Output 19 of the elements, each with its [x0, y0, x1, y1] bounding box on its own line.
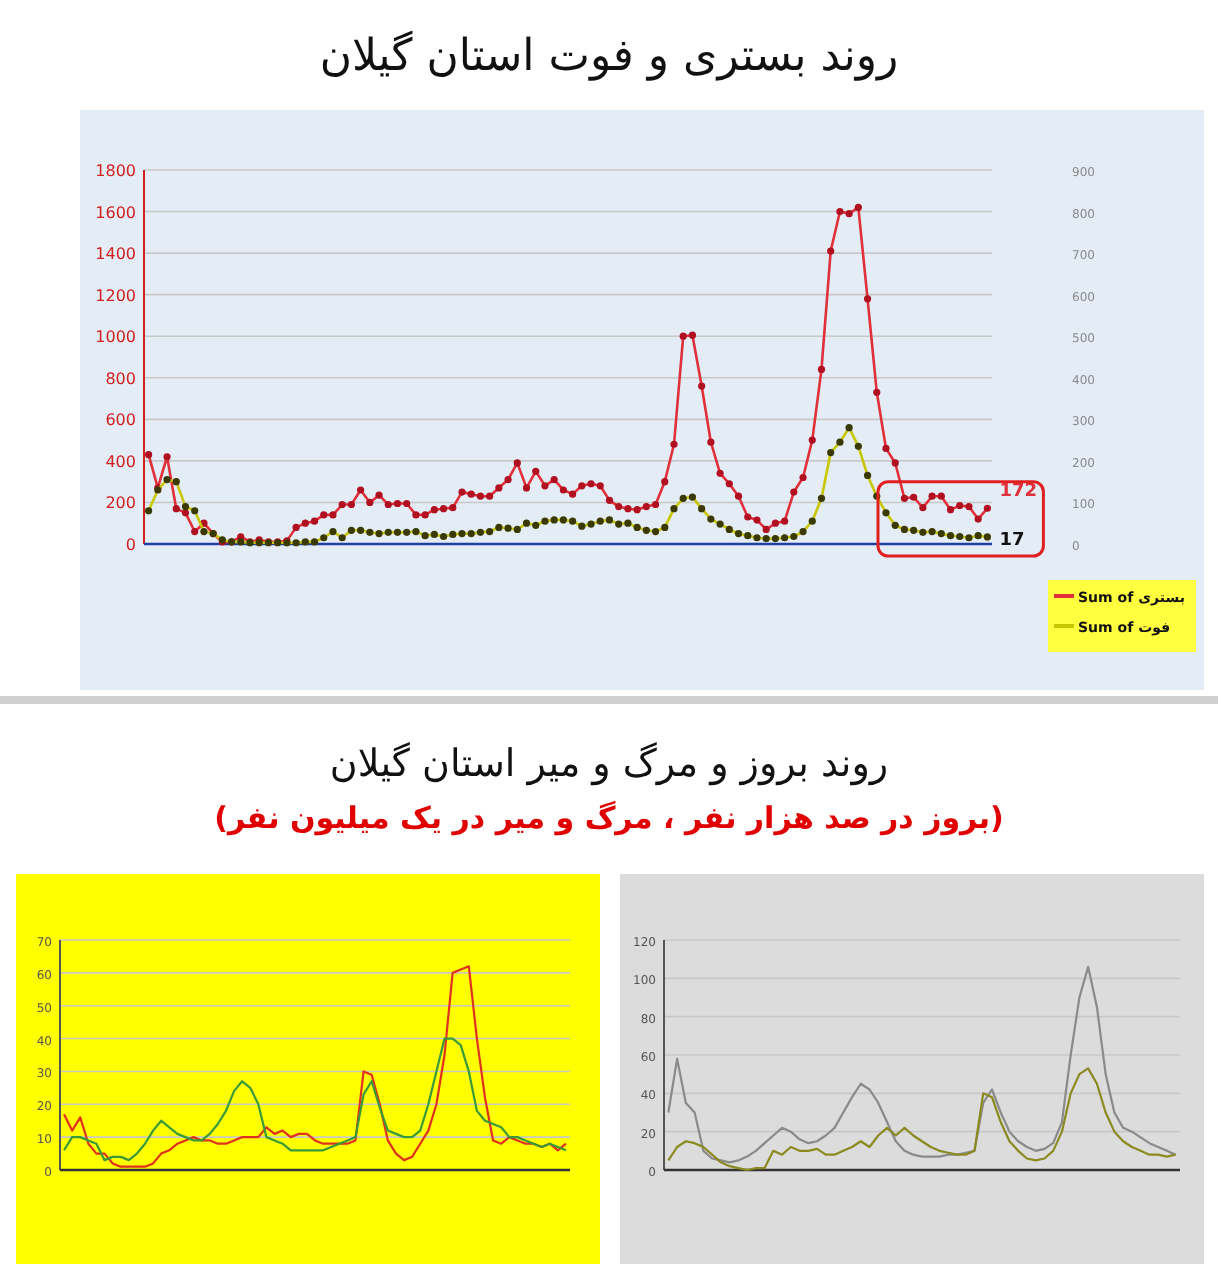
line-series [62, 1037, 568, 1162]
y-tick-label: 1600 [95, 203, 136, 222]
data-label: 17 [999, 530, 1025, 551]
y-tick-label: 1000 [95, 328, 136, 347]
y-tick-label: 400 [105, 452, 136, 471]
line-series [62, 965, 568, 1168]
y-tick-label: 1200 [95, 286, 136, 305]
y-tick-label: 200 [105, 494, 136, 513]
chart-title: روند بستری و فوت استان گیلان [319, 30, 899, 82]
y-tick-label: 0 [125, 536, 136, 554]
line-series [667, 965, 1177, 1164]
y-tick-label: 800 [105, 369, 136, 388]
chart-title: روند بروز و مرگ و میر استان گیلان [329, 740, 889, 786]
y-tick-label: 1800 [95, 162, 136, 180]
y-tick-label: 600 [105, 411, 136, 430]
data-label: 172 [999, 482, 1037, 503]
y-tick-label: 1400 [95, 245, 136, 264]
chart-subtitle: (بروز در صد هزار نفر ، مرگ و میر در یک میلیون نفر) [214, 800, 1004, 836]
line-series [667, 1067, 1177, 1172]
